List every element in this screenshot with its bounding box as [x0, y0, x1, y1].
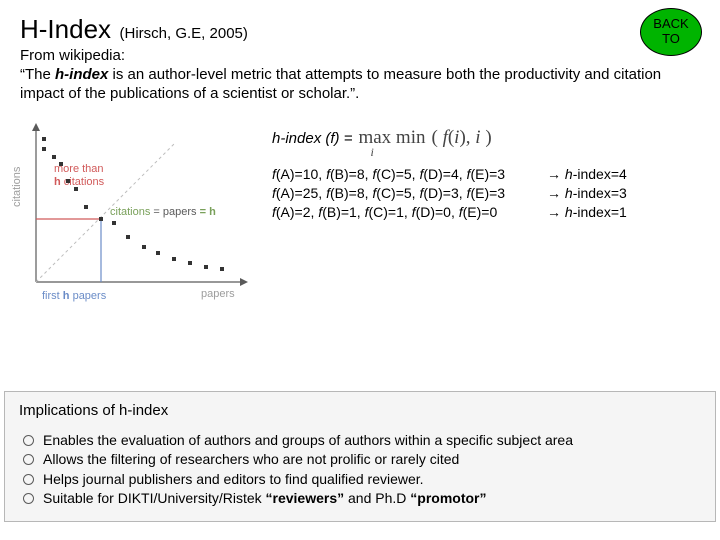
example-row: f(A)=25, f(B)=8, f(C)=5, f(D)=3, f(E)=3→…	[272, 184, 710, 203]
title-row: H-Index (Hirsch, G.E, 2005)	[0, 0, 720, 45]
implications-title: Implications of h-index	[19, 402, 701, 419]
chart-green: citations = papers = h	[110, 206, 216, 218]
formula-paren: ( f(i), i )	[431, 127, 491, 149]
example-lhs: f(A)=10, f(B)=8, f(C)=5, f(D)=4, f(E)=3	[272, 165, 547, 184]
chart-red-2: h citations	[54, 176, 105, 188]
implications-box: Implications of h-index Enables the eval…	[4, 391, 716, 522]
implication-item: Suitable for DIKTI/University/Ristek “re…	[19, 489, 701, 509]
example-rhs: → h-index=4	[547, 165, 627, 184]
maxmin-text: max min	[358, 127, 425, 148]
implication-item: Allows the filtering of researchers who …	[19, 450, 701, 470]
chart-xlabel: papers	[201, 288, 235, 300]
example-row: f(A)=2, f(B)=1, f(C)=1, f(D)=0, f(E)=0→ …	[272, 203, 710, 222]
intro-after: is an author-level metric that attempts …	[20, 66, 661, 102]
intro-prefix: From wikipedia:	[20, 47, 670, 66]
formula-block: h-index (f) = max min i ( f(i), i ) f(A)…	[272, 117, 710, 327]
back-label-2: TO	[662, 32, 680, 47]
maxmin-sub: i	[370, 145, 373, 160]
intro-term: h-index	[55, 66, 108, 83]
examples: f(A)=10, f(B)=8, f(C)=5, f(D)=4, f(E)=3→…	[272, 165, 710, 222]
chart-blue: first h papers	[42, 290, 107, 302]
formula-lhs: h-index (f) =	[272, 130, 352, 147]
implications-list: Enables the evaluation of authors and gr…	[19, 431, 701, 509]
formula-maxmin: max min i	[358, 127, 425, 149]
page-title: H-Index	[20, 14, 111, 44]
chart-points	[42, 137, 224, 271]
example-row: f(A)=10, f(B)=8, f(C)=5, f(D)=4, f(E)=3→…	[272, 165, 710, 184]
example-lhs: f(A)=2, f(B)=1, f(C)=1, f(D)=0, f(E)=0	[272, 203, 547, 222]
chart-ylabel: citations	[11, 166, 23, 207]
back-button[interactable]: BACK TO	[640, 8, 702, 56]
example-rhs: → h-index=1	[547, 203, 627, 222]
implication-item: Helps journal publishers and editors to …	[19, 470, 701, 490]
formula-line: h-index (f) = max min i ( f(i), i )	[272, 127, 710, 149]
intro-body: “The h-index is an author-level metric t…	[20, 66, 670, 104]
middle-row: citations papers more than h citations c…	[0, 103, 720, 327]
intro-before: “The	[20, 66, 55, 83]
implication-item: Enables the evaluation of authors and gr…	[19, 431, 701, 451]
back-label-1: BACK	[653, 17, 688, 32]
example-rhs: → h-index=3	[547, 184, 627, 203]
title-reference: (Hirsch, G.E, 2005)	[120, 25, 248, 42]
hindex-chart: citations papers more than h citations c…	[6, 117, 264, 327]
example-lhs: f(A)=25, f(B)=8, f(C)=5, f(D)=3, f(E)=3	[272, 184, 547, 203]
intro-block: From wikipedia: “The h-index is an autho…	[0, 45, 720, 103]
